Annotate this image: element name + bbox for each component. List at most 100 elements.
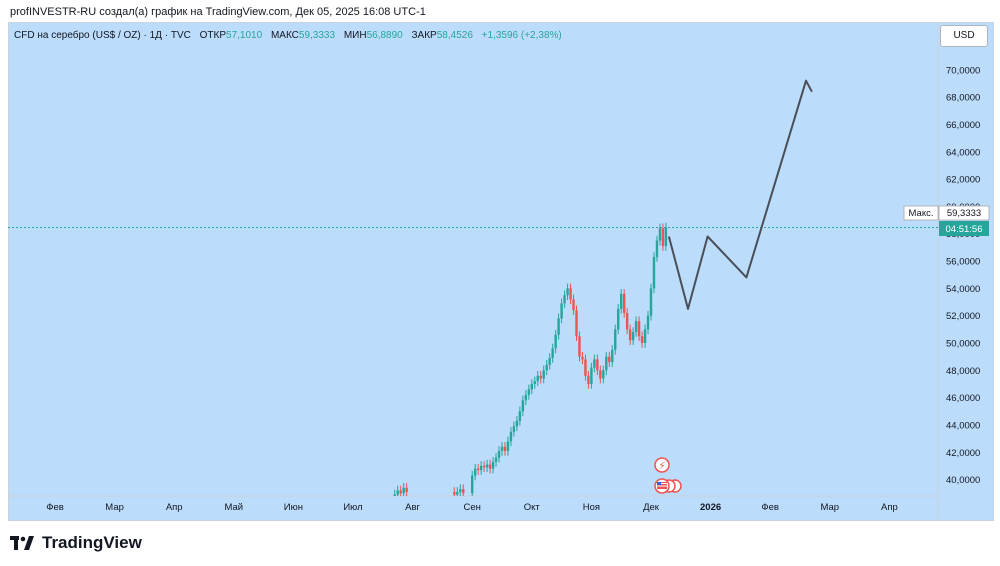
candle-body: [622, 293, 626, 313]
x-tick-label: Сен: [464, 502, 481, 513]
symbol-name[interactable]: CFD на серебро (US$ / OZ) · 1Д · TVC: [14, 30, 191, 41]
candle-body: [643, 329, 647, 344]
chart-area[interactable]: [8, 22, 994, 521]
y-tick-label: 52,0000: [946, 311, 980, 322]
projection-path: [667, 79, 813, 310]
tradingview-logo[interactable]: TradingView: [10, 533, 142, 553]
low-label: МИН: [343, 30, 367, 41]
candle-body: [527, 389, 531, 395]
y-tick-label: 62,0000: [946, 175, 980, 186]
candle-body: [512, 426, 516, 432]
candle-body: [509, 431, 513, 442]
candle-body: [578, 336, 581, 357]
close-value: 58,4526: [436, 30, 473, 41]
candle-body: [617, 308, 620, 330]
x-tick-label: 2026: [700, 502, 721, 513]
tradingview-logo-icon: [10, 536, 34, 550]
candle-body: [625, 312, 629, 330]
candle-body: [664, 227, 668, 247]
candle-body: [471, 475, 474, 494]
candle-body: [488, 464, 492, 469]
y-tick-label: 50,0000: [946, 339, 980, 350]
candle-body: [587, 375, 590, 384]
brand-name: TradingView: [42, 533, 142, 552]
x-tick-label: Июн: [284, 502, 303, 513]
candle-body: [581, 356, 584, 360]
candle-body: [646, 315, 650, 330]
x-tick-label: Мар: [105, 502, 124, 513]
candle-body: [640, 336, 644, 344]
candle-body: [456, 491, 459, 495]
y-tick-label: 42,0000: [946, 448, 980, 459]
y-tick-label: 54,0000: [946, 284, 980, 295]
candle-body: [572, 299, 575, 311]
max-label-box: [903, 205, 939, 221]
x-tick-label: Апр: [881, 502, 898, 513]
candle-body: [521, 400, 525, 412]
candle-body: [396, 490, 399, 495]
candle-body: [497, 450, 501, 458]
max-label: Макс.: [909, 208, 934, 219]
candle-body: [453, 491, 456, 495]
x-tick-label: Авг: [405, 502, 420, 513]
countdown-box: [939, 221, 989, 236]
price-axis[interactable]: 40,0000 42,0000 44,0000 46,0000 48,0000 50,00…: [946, 65, 980, 486]
x-tick-label: Ноя: [583, 502, 600, 513]
low-value: 56,8890: [366, 30, 403, 41]
flag-stripe: [657, 483, 667, 484]
candle-body: [399, 490, 402, 494]
x-tick-label: Мар: [821, 502, 840, 513]
flag-canton: [657, 482, 661, 485]
candle-body: [539, 375, 542, 379]
candle-body: [503, 446, 507, 451]
candle-body: [596, 359, 599, 371]
candle-body: [560, 303, 563, 319]
candle-body: [652, 256, 656, 289]
candle-body: [491, 461, 495, 469]
candle-body: [557, 318, 560, 335]
candle-body: [500, 446, 504, 451]
y-tick-label: 48,0000: [946, 366, 980, 377]
candles: [393, 222, 668, 496]
candle-body: [590, 367, 593, 384]
candle-body: [479, 465, 483, 471]
candle-body: [554, 334, 557, 349]
candle-body: [459, 489, 462, 492]
currency-button[interactable]: USD: [940, 25, 988, 47]
open-value: 57,1010: [226, 30, 263, 41]
candle-body: [494, 457, 498, 462]
candle-body: [599, 370, 602, 379]
candle-body: [536, 375, 539, 382]
flag-stripe: [657, 485, 667, 487]
candle-body: [605, 356, 608, 371]
candle-body: [655, 240, 659, 257]
y-tick-label: 40,0000: [946, 475, 980, 486]
x-tick-label: Апр: [166, 502, 183, 513]
lightning-event-icon[interactable]: [654, 457, 670, 473]
candle-body: [506, 441, 510, 451]
candle-body: [611, 349, 614, 363]
event-icons[interactable]: ⚡: [654, 457, 682, 494]
candle-body: [515, 420, 519, 427]
candle-body: [476, 468, 480, 471]
chart-attribution: profINVESTR-RU создал(а) график на Tradi…: [10, 6, 426, 18]
x-tick-label: Фев: [46, 502, 64, 513]
candle-body: [569, 288, 572, 300]
open-label: ОТКР: [199, 30, 227, 41]
candle-body: [482, 465, 486, 468]
candle-body: [593, 359, 596, 368]
candle-body: [584, 359, 587, 376]
candle-body: [602, 370, 605, 379]
candle-body: [393, 494, 396, 496]
candle-body: [620, 293, 623, 309]
x-tick-label: Июл: [343, 502, 362, 513]
candle-body: [575, 310, 578, 337]
candle-body: [485, 464, 489, 468]
candle-body: [614, 329, 617, 350]
max-value-box: [938, 205, 990, 221]
chart-legend[interactable]: CFD на серебро (US$ / OZ) · 1Д · TVC ОТК…: [14, 30, 562, 41]
candle-body: [608, 356, 611, 363]
candle-body: [473, 468, 477, 476]
time-axis[interactable]: Фев Мар Апр Май Июн Июл Авг Сен Окт Ноя Дек 2026 Фев…: [46, 502, 898, 513]
